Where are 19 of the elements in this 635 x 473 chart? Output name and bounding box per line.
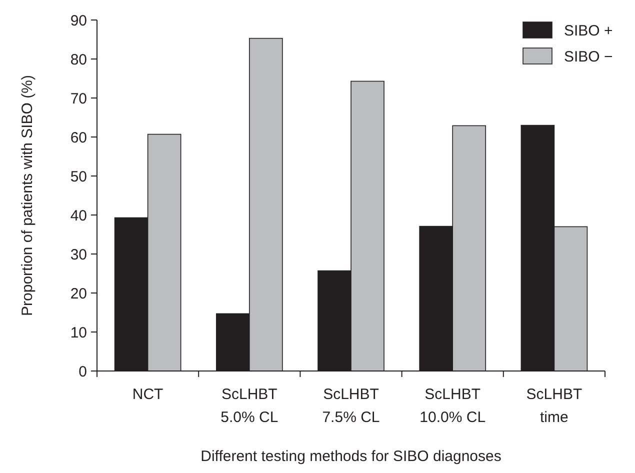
- x-tick-label: ScLHBT 5.0% CL: [220, 386, 278, 426]
- y-tick-label: 0: [78, 363, 87, 380]
- y-axis-title: Proportion of patients with SIBO (%): [19, 75, 36, 316]
- x-axis-title: Different testing methods for SIBO diagnoses: [200, 448, 502, 465]
- y-tick-label: 30: [70, 246, 87, 264]
- y-tick-label: 50: [70, 168, 87, 186]
- y-tick-label: 10: [70, 324, 87, 342]
- y-tick-label: 40: [70, 207, 87, 224]
- y-tick-label: 80: [70, 51, 87, 68]
- y-tick-label: 60: [70, 129, 87, 146]
- x-tick-label: ScLHBT time: [526, 386, 582, 426]
- x-tick-label: ScLHBT 7.5% CL: [322, 386, 380, 426]
- y-tick-label: 70: [70, 90, 87, 108]
- x-tick-label: ScLHBT 10.0% CL: [420, 386, 486, 426]
- x-tick-label: NCT: [132, 386, 164, 403]
- legend-label: SIBO +: [564, 22, 614, 40]
- y-tick-label: 20: [70, 285, 87, 302]
- legend-label: SIBO −: [564, 48, 614, 66]
- y-tick-label: 90: [70, 12, 87, 30]
